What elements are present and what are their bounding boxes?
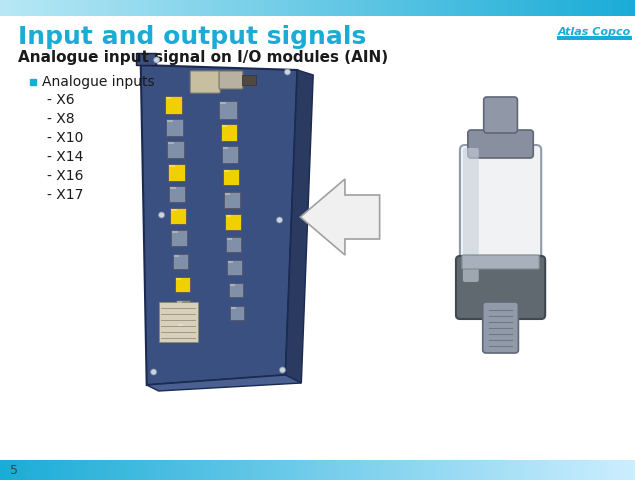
FancyBboxPatch shape: [463, 148, 479, 282]
Text: - X14: - X14: [47, 150, 83, 164]
Bar: [231, 307, 236, 309]
Text: - X16: - X16: [47, 169, 83, 183]
Bar: [230, 284, 235, 286]
Text: Atlas Copco: Atlas Copco: [558, 27, 631, 37]
FancyBboxPatch shape: [170, 186, 186, 202]
FancyBboxPatch shape: [227, 260, 243, 275]
Bar: [172, 209, 177, 211]
Bar: [224, 170, 229, 172]
FancyBboxPatch shape: [225, 214, 241, 230]
Circle shape: [276, 217, 282, 223]
FancyBboxPatch shape: [164, 96, 182, 114]
Bar: [29, 79, 36, 85]
Polygon shape: [300, 179, 380, 255]
FancyBboxPatch shape: [462, 255, 540, 269]
Bar: [166, 97, 172, 99]
Text: - X8: - X8: [47, 112, 74, 126]
Circle shape: [150, 369, 157, 375]
Bar: [174, 254, 179, 256]
Polygon shape: [136, 53, 156, 65]
FancyBboxPatch shape: [227, 237, 241, 252]
Bar: [220, 102, 226, 104]
Circle shape: [159, 212, 164, 218]
Bar: [228, 261, 234, 263]
Bar: [176, 277, 181, 279]
FancyBboxPatch shape: [460, 145, 541, 285]
Bar: [179, 324, 183, 326]
Bar: [169, 165, 175, 167]
FancyBboxPatch shape: [167, 141, 184, 157]
FancyBboxPatch shape: [172, 230, 188, 246]
FancyBboxPatch shape: [170, 208, 186, 224]
Bar: [225, 193, 230, 195]
Bar: [172, 231, 178, 233]
FancyBboxPatch shape: [223, 169, 239, 185]
Text: - X17: - X17: [47, 188, 83, 202]
FancyBboxPatch shape: [166, 119, 183, 135]
Bar: [221, 124, 227, 127]
Polygon shape: [147, 375, 301, 391]
FancyBboxPatch shape: [219, 71, 243, 89]
Bar: [223, 146, 228, 148]
FancyBboxPatch shape: [468, 130, 533, 158]
Text: Analogue inputs: Analogue inputs: [42, 75, 154, 89]
FancyBboxPatch shape: [456, 256, 545, 319]
Bar: [168, 142, 173, 144]
Text: - X10: - X10: [47, 131, 83, 145]
FancyBboxPatch shape: [229, 283, 243, 297]
Bar: [159, 302, 198, 342]
Text: Analogue input signal on I/O modules (AIN): Analogue input signal on I/O modules (AI…: [18, 50, 388, 65]
Bar: [177, 301, 182, 303]
Circle shape: [284, 69, 291, 75]
Bar: [557, 36, 632, 40]
FancyBboxPatch shape: [221, 123, 237, 141]
FancyBboxPatch shape: [484, 97, 517, 133]
FancyBboxPatch shape: [190, 71, 220, 93]
Bar: [226, 215, 231, 217]
FancyBboxPatch shape: [224, 192, 240, 208]
FancyBboxPatch shape: [219, 101, 237, 119]
FancyBboxPatch shape: [177, 323, 191, 337]
Bar: [170, 187, 176, 189]
Polygon shape: [285, 70, 313, 383]
Bar: [242, 75, 256, 85]
Bar: [167, 120, 173, 121]
Text: ..: ..: [24, 464, 32, 477]
Circle shape: [280, 367, 285, 373]
Text: Input and output signals: Input and output signals: [18, 25, 366, 49]
FancyBboxPatch shape: [483, 302, 518, 353]
FancyBboxPatch shape: [177, 300, 190, 314]
Bar: [227, 238, 232, 240]
FancyBboxPatch shape: [175, 276, 190, 291]
FancyBboxPatch shape: [221, 145, 238, 163]
FancyBboxPatch shape: [168, 164, 185, 180]
Text: - X6: - X6: [47, 93, 74, 107]
FancyBboxPatch shape: [230, 306, 244, 320]
Circle shape: [154, 57, 159, 63]
Text: 5: 5: [10, 464, 18, 477]
Polygon shape: [141, 65, 298, 385]
FancyBboxPatch shape: [173, 253, 188, 268]
